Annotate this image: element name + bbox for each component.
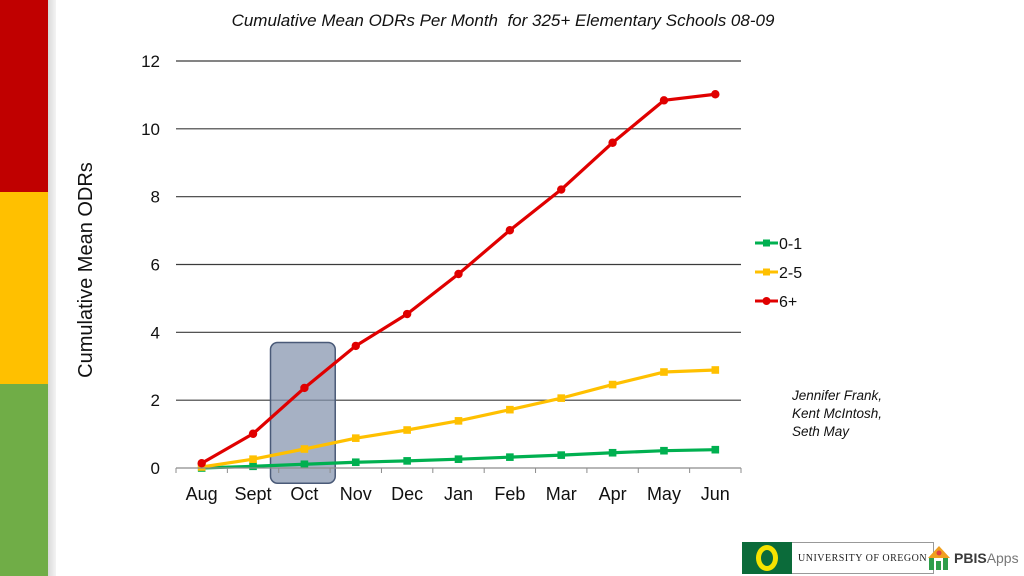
x-tick-label: Mar [546,484,577,504]
data-point [248,429,258,438]
data-point [351,341,360,351]
data-point [249,455,257,463]
data-point [454,455,463,463]
legend-marker [763,268,770,276]
data-point [660,368,668,376]
data-point [454,269,463,279]
data-point [402,309,412,319]
uo-o-mark [742,542,792,574]
data-point [300,445,309,453]
legend-marker [762,297,771,305]
side-bar-yellow [0,192,48,384]
data-point [608,380,617,389]
x-tick-label: Nov [340,484,372,504]
pbis-bold: PBIS [954,550,987,566]
y-tick-label: 4 [151,323,160,342]
y-tick-label: 8 [151,188,160,207]
series-6+ [197,90,720,468]
y-tick-label: 2 [151,391,160,410]
data-point [505,226,515,235]
data-point [506,405,514,414]
chart-title: Cumulative Mean ODRs Per Month for 325+ … [232,11,775,30]
data-point [659,96,669,105]
data-point [300,460,309,469]
x-tick-label: Apr [599,484,627,504]
legend-item: 6+ [755,294,797,311]
data-point [197,459,206,468]
legend-marker [763,239,770,247]
series-0-1 [197,445,720,472]
data-point [557,185,566,194]
data-point [249,462,257,471]
data-point [403,426,411,434]
data-point [351,458,360,467]
pbis-light: Apps [986,550,1019,566]
pbis-house-icon [928,546,950,570]
x-tick-label: Aug [186,484,218,504]
y-axis-label: Cumulative Mean ODRs [75,162,97,378]
data-point [351,434,360,442]
data-point [608,448,617,457]
legend-item: 0-1 [755,236,802,253]
x-tick-label: Oct [290,484,318,504]
legend-label: 2-5 [779,265,802,282]
author-credits: Jennifer Frank, Kent McIntosh, Seth May [792,387,882,441]
x-tick-label: Jun [701,484,730,504]
university-of-oregon-logo: UNIVERSITY OF OREGON [742,542,935,574]
x-tick-label: Sept [235,484,272,504]
data-point [557,394,566,402]
legend-label: 0-1 [779,236,802,253]
credit-line: Seth May [792,424,850,439]
pbis-wordmark: PBISApps [954,550,1019,566]
legend-item: 2-5 [755,265,802,282]
side-bar-red [0,0,48,192]
uo-name: UNIVERSITY OF OREGON [792,542,935,574]
credit-line: Jennifer Frank, [792,388,883,403]
y-tick-label: 10 [141,120,160,139]
side-bar-green [0,384,48,576]
data-point [506,453,514,461]
credit-line: Kent McIntosh, [792,406,883,421]
data-point [454,417,463,425]
y-tick-label: 6 [151,256,160,275]
pbis-apps-logo: PBISApps [926,543,1019,573]
x-tick-label: May [647,484,681,504]
data-point [711,445,720,454]
x-tick-label: Feb [494,484,525,504]
data-point [711,90,720,99]
data-point [300,383,309,393]
side-strip [48,0,56,576]
data-point [403,457,411,465]
y-tick-label: 12 [141,52,160,71]
data-point [608,138,617,147]
data-point [557,451,566,459]
x-tick-label: Jan [444,484,473,504]
data-point [660,446,668,455]
x-tick-label: Dec [391,484,423,504]
data-point [711,366,720,374]
legend-label: 6+ [779,294,797,311]
y-tick-label: 0 [151,459,160,478]
